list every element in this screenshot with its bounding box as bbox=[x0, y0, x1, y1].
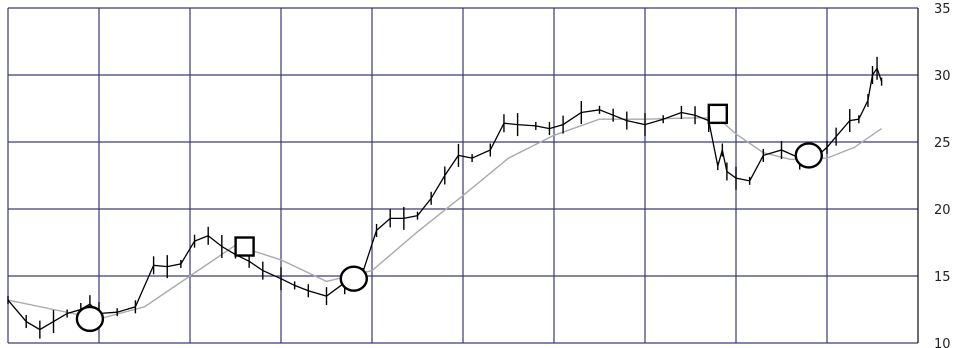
grid bbox=[7, 7, 919, 344]
marker-layer bbox=[75, 103, 823, 333]
moving-average-layer bbox=[7, 117, 882, 320]
y-tick-label: 35 bbox=[934, 2, 951, 17]
y-tick-label: 20 bbox=[934, 203, 951, 218]
y-tick-label: 10 bbox=[934, 337, 951, 348]
square-marker bbox=[234, 236, 255, 257]
y-tick-label: 30 bbox=[934, 69, 951, 84]
price-layer bbox=[7, 56, 883, 339]
y-tick-label: 15 bbox=[934, 270, 951, 285]
moving-average-line bbox=[7, 117, 882, 320]
y-tick-label: 25 bbox=[934, 136, 951, 151]
circle-marker bbox=[75, 305, 105, 333]
square-marker bbox=[707, 103, 728, 125]
circle-marker bbox=[339, 265, 368, 292]
price-line bbox=[7, 66, 883, 331]
circle-marker bbox=[794, 142, 823, 169]
y-axis-ticks: 10 15 20 25 30 35 bbox=[934, 2, 951, 348]
